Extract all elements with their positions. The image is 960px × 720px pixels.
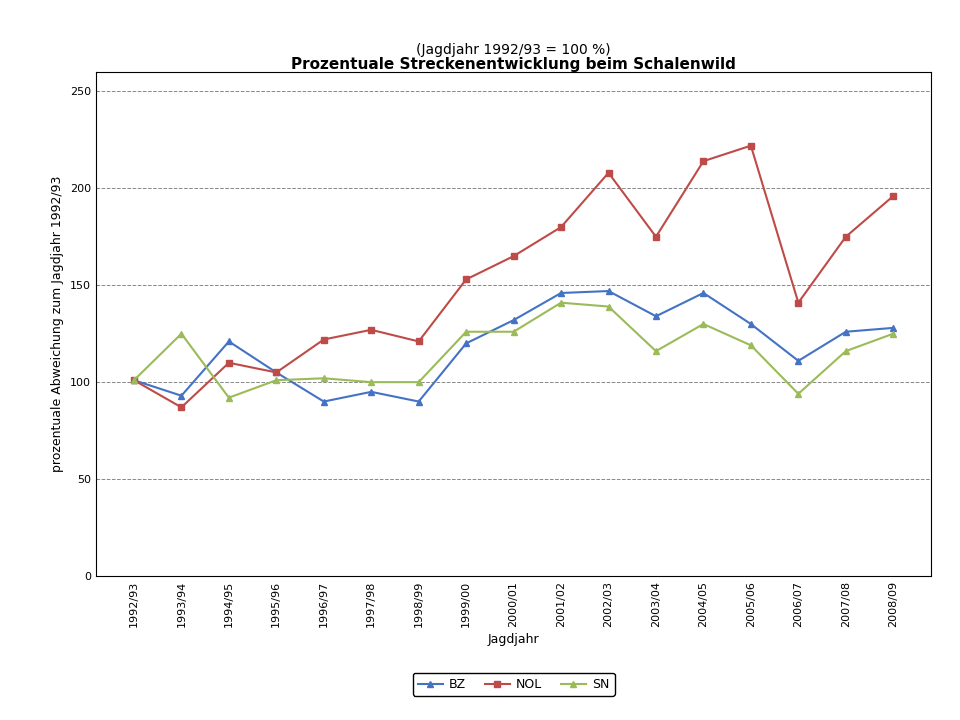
NOL bbox=[461, 275, 472, 284]
Title: Prozentuale Streckenentwicklung beim Schalenwild: Prozentuale Streckenentwicklung beim Sch… bbox=[291, 57, 736, 72]
SN bbox=[650, 347, 661, 356]
BZ bbox=[271, 368, 282, 377]
SN bbox=[698, 320, 709, 328]
BZ bbox=[555, 289, 566, 297]
NOL bbox=[698, 157, 709, 166]
Line: NOL: NOL bbox=[131, 142, 897, 411]
Line: SN: SN bbox=[131, 300, 897, 401]
NOL bbox=[223, 359, 234, 367]
BZ bbox=[603, 287, 614, 295]
SN bbox=[271, 376, 282, 384]
BZ bbox=[887, 323, 899, 332]
BZ bbox=[840, 328, 852, 336]
X-axis label: Jagdjahr: Jagdjahr bbox=[488, 633, 540, 646]
SN bbox=[129, 376, 140, 384]
NOL bbox=[413, 337, 424, 346]
SN bbox=[793, 390, 804, 398]
BZ bbox=[461, 339, 472, 348]
NOL bbox=[508, 252, 519, 261]
Text: (Jagdjahr 1992/93 = 100 %): (Jagdjahr 1992/93 = 100 %) bbox=[417, 43, 611, 57]
SN bbox=[413, 378, 424, 387]
NOL bbox=[176, 403, 187, 412]
SN bbox=[745, 341, 756, 350]
SN bbox=[318, 374, 329, 382]
BZ bbox=[508, 316, 519, 325]
NOL bbox=[840, 233, 852, 241]
Y-axis label: prozentuale Abweichung zum Jagdjahr 1992/93: prozentuale Abweichung zum Jagdjahr 1992… bbox=[52, 176, 64, 472]
NOL bbox=[366, 325, 377, 334]
BZ bbox=[413, 397, 424, 406]
SN bbox=[603, 302, 614, 311]
SN bbox=[555, 298, 566, 307]
SN bbox=[887, 329, 899, 338]
SN bbox=[366, 378, 377, 387]
SN bbox=[176, 329, 187, 338]
NOL bbox=[745, 141, 756, 150]
NOL bbox=[555, 222, 566, 231]
NOL bbox=[887, 192, 899, 200]
NOL bbox=[318, 336, 329, 344]
NOL bbox=[129, 376, 140, 384]
BZ bbox=[793, 356, 804, 365]
BZ bbox=[223, 337, 234, 346]
Line: BZ: BZ bbox=[131, 287, 897, 405]
BZ bbox=[698, 289, 709, 297]
NOL bbox=[650, 233, 661, 241]
NOL bbox=[793, 298, 804, 307]
SN bbox=[461, 328, 472, 336]
SN bbox=[223, 393, 234, 402]
NOL bbox=[271, 368, 282, 377]
SN bbox=[508, 328, 519, 336]
BZ bbox=[318, 397, 329, 406]
BZ bbox=[129, 376, 140, 384]
SN bbox=[840, 347, 852, 356]
BZ bbox=[650, 312, 661, 320]
Legend: BZ, NOL, SN: BZ, NOL, SN bbox=[413, 673, 614, 696]
NOL bbox=[603, 168, 614, 177]
BZ bbox=[366, 387, 377, 396]
BZ bbox=[176, 392, 187, 400]
BZ bbox=[745, 320, 756, 328]
